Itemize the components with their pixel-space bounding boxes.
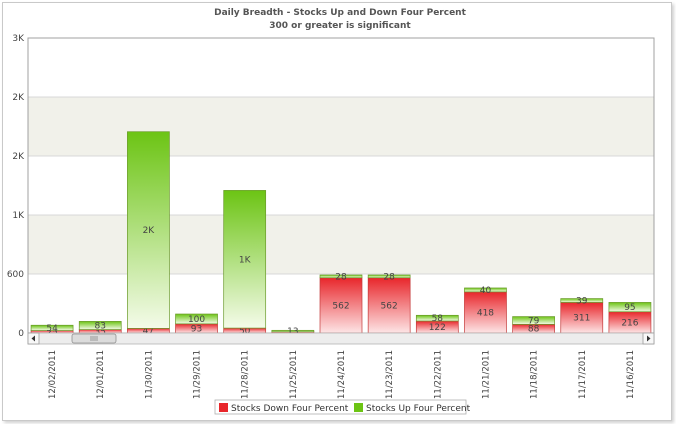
- x-tick-label: 11/25/2011: [289, 350, 299, 399]
- scrollbar[interactable]: [27, 332, 655, 345]
- data-label: 216: [621, 318, 638, 328]
- x-tick-label: 11/17/2011: [578, 350, 588, 399]
- data-label: 28: [383, 272, 395, 282]
- bar-up[interactable]: [367, 274, 411, 279]
- data-label: 28: [335, 272, 347, 282]
- data-label: 311: [573, 314, 590, 324]
- grid-band: [28, 156, 654, 215]
- bar-up[interactable]: [319, 274, 363, 279]
- scroll-thumb[interactable]: [71, 333, 117, 344]
- chart-subtitle: 300 or greater is significant: [269, 21, 411, 31]
- legend-swatch: [219, 403, 228, 412]
- x-tick-label: 11/18/2011: [530, 350, 540, 399]
- data-label: 562: [332, 301, 349, 311]
- x-tick-label: 11/21/2011: [481, 350, 491, 399]
- data-label: 100: [188, 315, 205, 325]
- bar-up[interactable]: [271, 329, 315, 333]
- bar-up[interactable]: [560, 298, 604, 303]
- bar-down[interactable]: [464, 291, 507, 334]
- bar-up[interactable]: [608, 302, 652, 313]
- data-label: 2K: [143, 226, 156, 236]
- data-label: 47: [143, 327, 154, 337]
- bar-up[interactable]: [175, 313, 218, 325]
- legend-label: Stocks Up Four Percent: [366, 404, 471, 414]
- chart-title: Daily Breadth - Stocks Up and Down Four …: [214, 8, 467, 18]
- y-tick-label: 600: [7, 270, 24, 280]
- y-tick-label: 2K: [12, 93, 25, 103]
- scroll-track[interactable]: [27, 332, 655, 345]
- legend-box: [214, 399, 467, 415]
- x-tick-label: 12/01/2011: [96, 350, 106, 399]
- legend-label: Stocks Down Four Percent: [231, 404, 349, 414]
- x-tick-label: 12/02/2011: [48, 350, 58, 399]
- data-label: 122: [429, 323, 446, 333]
- bar-up[interactable]: [512, 316, 555, 325]
- plot-area: 06001K2K2K3K25543583472K93100501K1356228…: [7, 34, 655, 339]
- bar-down[interactable]: [560, 302, 604, 334]
- bar-down[interactable]: [367, 277, 411, 334]
- data-label: 95: [624, 303, 635, 313]
- data-label: 13: [287, 327, 298, 337]
- grid-band: [28, 38, 654, 97]
- x-tick-label: 11/23/2011: [385, 350, 395, 399]
- grid-band: [28, 97, 654, 156]
- x-tick-label: 11/22/2011: [433, 350, 443, 399]
- x-tick-label: 11/24/2011: [337, 350, 347, 399]
- bar-up[interactable]: [127, 131, 170, 329]
- data-label: 83: [95, 321, 106, 331]
- arrow-left-icon: [31, 335, 35, 342]
- y-tick-label: 0: [18, 329, 24, 339]
- y-tick-label: 3K: [12, 34, 25, 44]
- data-label: 79: [528, 316, 540, 326]
- x-tick-label: 11/16/2011: [626, 350, 636, 399]
- bar-up[interactable]: [78, 321, 122, 330]
- x-axis-labels: 12/02/2011 12/01/2011 11/30/2011 11/29/2011…: [48, 350, 636, 399]
- arrow-right-icon: [647, 335, 651, 342]
- data-label: 39: [576, 297, 588, 307]
- x-tick-label: 11/28/2011: [241, 350, 251, 399]
- data-label: 50: [239, 327, 251, 337]
- data-label: 88: [528, 325, 540, 335]
- x-tick-label: 11/29/2011: [193, 350, 203, 399]
- bar-up[interactable]: [223, 190, 267, 329]
- data-label: 1K: [239, 255, 252, 265]
- data-label: 58: [432, 314, 444, 324]
- data-label: 54: [46, 324, 58, 334]
- bar-up[interactable]: [464, 287, 507, 293]
- data-label: 40: [480, 286, 492, 296]
- grid-band: [28, 215, 654, 274]
- bar-up[interactable]: [30, 324, 74, 331]
- data-label: 35: [95, 327, 106, 337]
- data-label: 93: [191, 324, 202, 334]
- y-tick-label: 2K: [12, 152, 25, 162]
- legend: Stocks Down Four Percent Stocks Up Four P…: [214, 399, 471, 415]
- legend-swatch: [354, 403, 363, 412]
- data-label: 418: [477, 308, 494, 318]
- data-label: 562: [381, 301, 398, 311]
- y-tick-label: 1K: [12, 211, 25, 221]
- x-tick-label: 11/30/2011: [144, 350, 154, 399]
- bar-up[interactable]: [415, 314, 459, 322]
